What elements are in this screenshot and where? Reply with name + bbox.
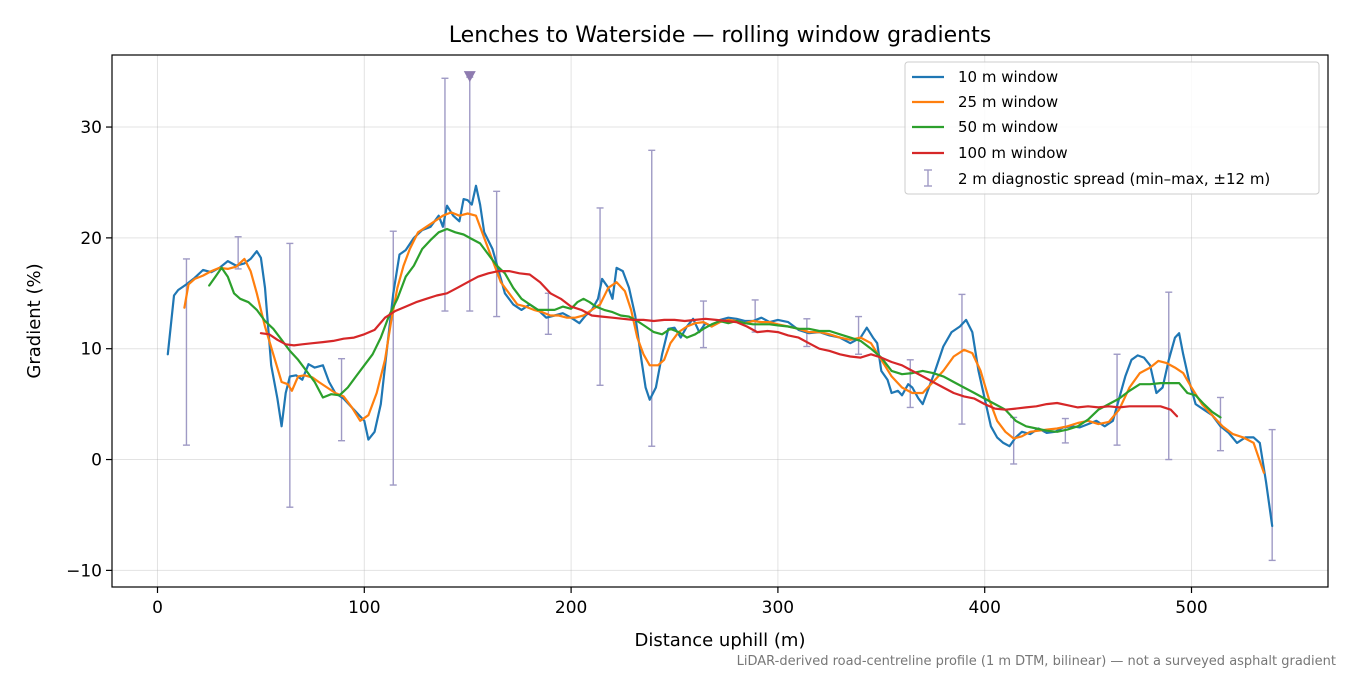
- diagnostic-errorbar: [493, 190, 501, 318]
- series-line-50-m-window: [208, 227, 1222, 433]
- chart-title: Lenches to Waterside — rolling window gr…: [449, 23, 991, 48]
- legend-label-diagnostic: 2 m diagnostic spread (min–max, ±12 m): [958, 170, 1270, 188]
- legend-label-100m: 100 m window: [958, 144, 1068, 162]
- diagnostic-errorbar: [338, 357, 346, 442]
- footnote: LiDAR-derived road-centreline profile (1…: [737, 654, 1336, 669]
- diagnostic-errorbar: [389, 230, 397, 486]
- legend-errorbar-icon: [924, 169, 932, 187]
- diagnostic-errorbar: [1268, 428, 1276, 562]
- peak-marker: [463, 71, 476, 83]
- series-lines: [166, 184, 1274, 528]
- y-tick-label: 20: [80, 229, 102, 249]
- x-tick-label: 300: [762, 598, 794, 618]
- diagnostic-errorbar: [855, 315, 863, 355]
- y-tick-label: 10: [80, 340, 102, 360]
- x-tick-label: 500: [1175, 598, 1207, 618]
- diagnostic-errorbar: [906, 359, 914, 409]
- axis-ticks: 0 100 200 300 400 500 −10 0 10 20 30: [66, 118, 1208, 618]
- series-line-25-m-window: [183, 211, 1265, 474]
- y-tick-label: −10: [66, 561, 102, 581]
- diagnostic-errorbar: [596, 207, 604, 386]
- diagnostic-errorbar: [1165, 291, 1173, 461]
- legend-label-25m: 25 m window: [958, 93, 1058, 111]
- legend-label-10m: 10 m window: [958, 68, 1058, 86]
- y-tick-label: 30: [80, 118, 102, 138]
- y-tick-label: 0: [91, 451, 102, 471]
- series-line-100-m-window: [259, 270, 1179, 418]
- x-tick-label: 100: [348, 598, 380, 618]
- legend: 10 m window 25 m window 50 m window 100 …: [904, 61, 1320, 195]
- x-tick-label: 400: [968, 598, 1000, 618]
- x-axis-label: Distance uphill (m): [635, 630, 806, 651]
- y-axis-label: Gradient (%): [24, 263, 45, 378]
- x-tick-label: 0: [152, 598, 163, 618]
- legend-box: [904, 61, 1320, 195]
- diagnostic-errorbar: [441, 77, 449, 312]
- diagnostic-errorbar: [958, 293, 966, 425]
- plot-frame: [111, 54, 1329, 588]
- x-tick-label: 200: [555, 598, 587, 618]
- legend-label-50m: 50 m window: [958, 118, 1058, 136]
- peak-marker-layer: [463, 71, 476, 83]
